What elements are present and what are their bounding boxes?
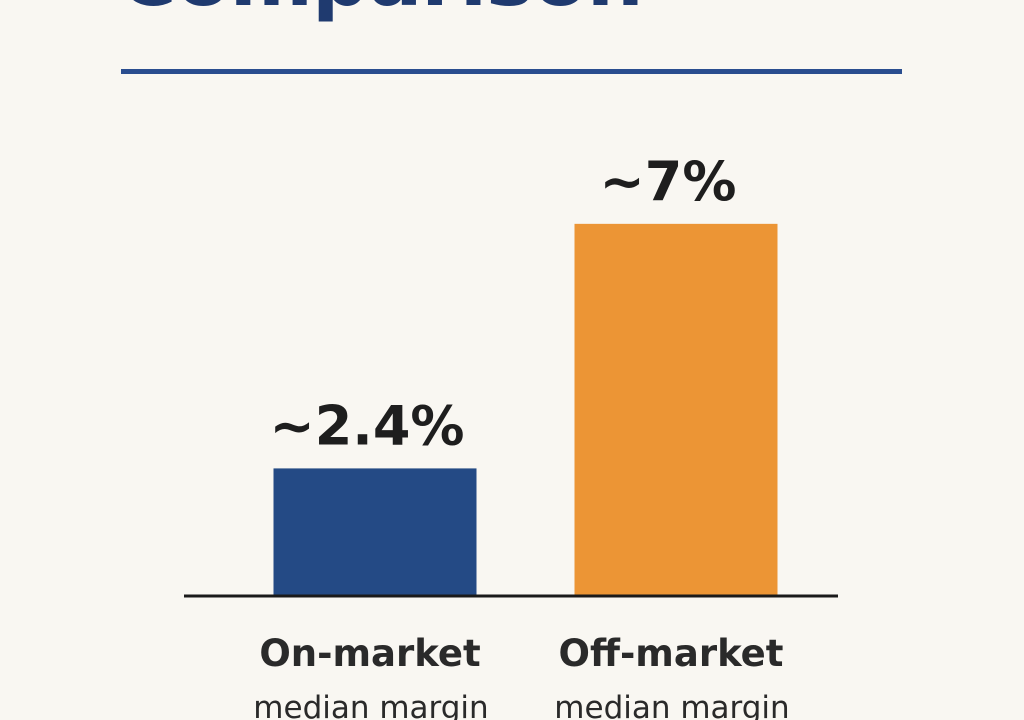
category-sublabel: median margin xyxy=(554,690,789,720)
chart-title: Comparison xyxy=(118,0,644,18)
category-label: Off-market xyxy=(559,632,784,675)
bar-on-market xyxy=(273,468,477,596)
value-label: ~7% xyxy=(600,150,737,213)
title-divider xyxy=(121,69,902,74)
labels-group: ~2.4% On-market median margin ~7% Off-market… xyxy=(253,150,789,720)
bar-off-market xyxy=(574,223,778,597)
category-sublabel: median margin xyxy=(253,690,488,720)
value-label: ~2.4% xyxy=(269,394,464,457)
category-label: On-market xyxy=(259,632,480,675)
bars-group xyxy=(273,223,778,597)
